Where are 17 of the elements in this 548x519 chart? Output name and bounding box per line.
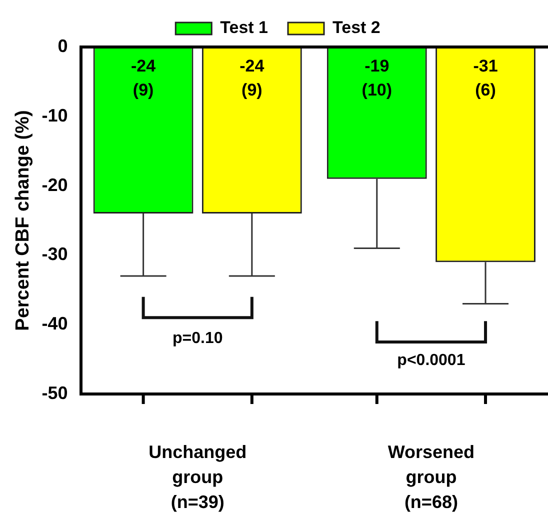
y-axis-title: Percent CBF change (%) — [12, 110, 34, 331]
legend-label: Test 2 — [332, 18, 380, 38]
data-label: -24 (9) — [240, 56, 265, 100]
y-tick-label: -20 — [42, 174, 68, 195]
y-tick-label: -10 — [42, 105, 68, 126]
y-tick-label: -40 — [42, 314, 68, 334]
y-tick-label: -50 — [42, 382, 68, 403]
x-tick-label: Worsened group (n=68) — [388, 442, 475, 512]
legend-label: Test 1 — [220, 18, 268, 38]
x-tick-label: Unchanged group (n=39) — [148, 442, 247, 512]
annotation: p=0.10 — [172, 330, 223, 347]
data-label: -19 (10) — [362, 56, 392, 100]
y-tick-label: -30 — [42, 244, 68, 264]
annotation: p<0.0001 — [397, 352, 466, 370]
y-tick-label: 0 — [58, 36, 68, 56]
data-label: -31 (6) — [473, 56, 498, 100]
data-label: -24 (9) — [131, 56, 156, 100]
